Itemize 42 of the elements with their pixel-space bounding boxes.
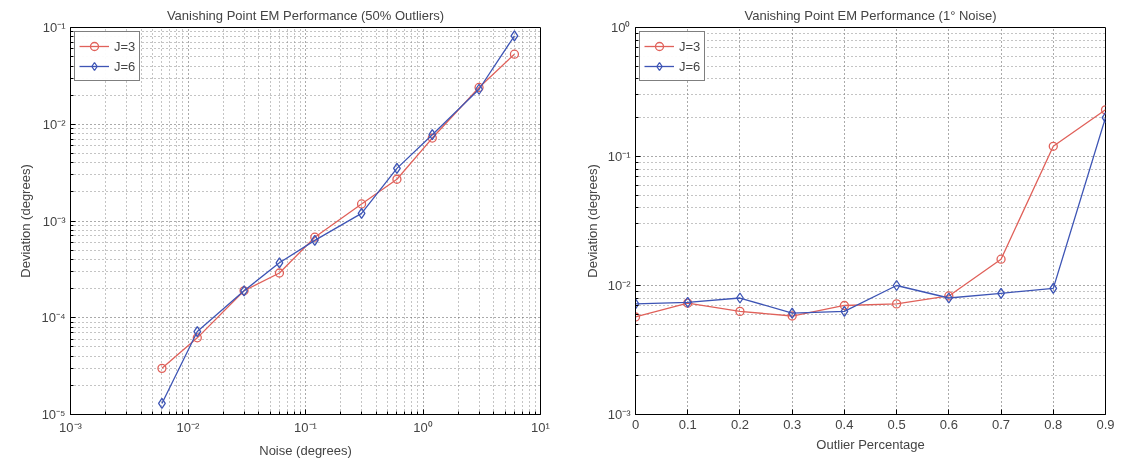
y-tick-label: 10⁻⁵ (41, 407, 66, 422)
chart-title: Vanishing Point EM Performance (50% Outliers) (166, 7, 445, 23)
legend-label: J=3 (114, 38, 136, 54)
x-tick-label: 10⁻³ (59, 419, 83, 435)
x-tick-label: 0.6 (939, 416, 958, 432)
x-tick-label: 10⁻¹ (294, 419, 318, 435)
legend-label: J=3 (679, 38, 701, 54)
y-tick-label: 10⁻¹ (607, 149, 632, 164)
chart-title: Vanishing Point EM Performance (1° Noise) (744, 7, 997, 23)
x-axis-title: Noise (degrees) (259, 442, 352, 458)
x-tick-label: 0.8 (1044, 416, 1063, 432)
legend-label: J=6 (679, 58, 701, 74)
point (839, 300, 850, 311)
y-tick-label: 10⁻² (607, 278, 632, 293)
x-tick-label: 0.5 (887, 416, 906, 432)
y-tick-label: 10⁻⁴ (41, 310, 66, 326)
x-tick-label: 0.2 (730, 416, 749, 432)
y-axis-title: Deviation (degrees) (584, 164, 600, 278)
point (735, 306, 745, 317)
x-tick-label: 10⁻² (176, 419, 201, 435)
point (891, 299, 902, 309)
y-tick-label: 10⁻¹ (42, 20, 67, 35)
x-tick-label: 0.9 (1096, 416, 1115, 432)
y-tick-label: 10⁻³ (42, 213, 67, 229)
legend-label: J=6 (114, 58, 136, 74)
x-axis-title: Outlier Percentage (816, 436, 925, 452)
x-tick-label: 0.4 (835, 416, 854, 432)
point (1048, 141, 1058, 151)
y-tick-label: 10⁻² (42, 116, 67, 132)
point (787, 311, 797, 321)
y-tick-label: 10⁰ (611, 20, 631, 35)
x-tick-label: 0.7 (992, 416, 1011, 432)
x-tick-label: 0.3 (783, 416, 802, 432)
x-tick-label: 0.1 (678, 416, 697, 432)
point (997, 287, 1006, 299)
x-tick-label: 10⁰ (413, 419, 433, 435)
point (788, 307, 797, 319)
point (996, 254, 1006, 264)
x-tick-label: 10¹ (531, 419, 551, 435)
y-axis-title: Deviation (degrees) (18, 164, 34, 278)
point (735, 292, 744, 304)
x-tick-label: 0 (631, 416, 640, 432)
